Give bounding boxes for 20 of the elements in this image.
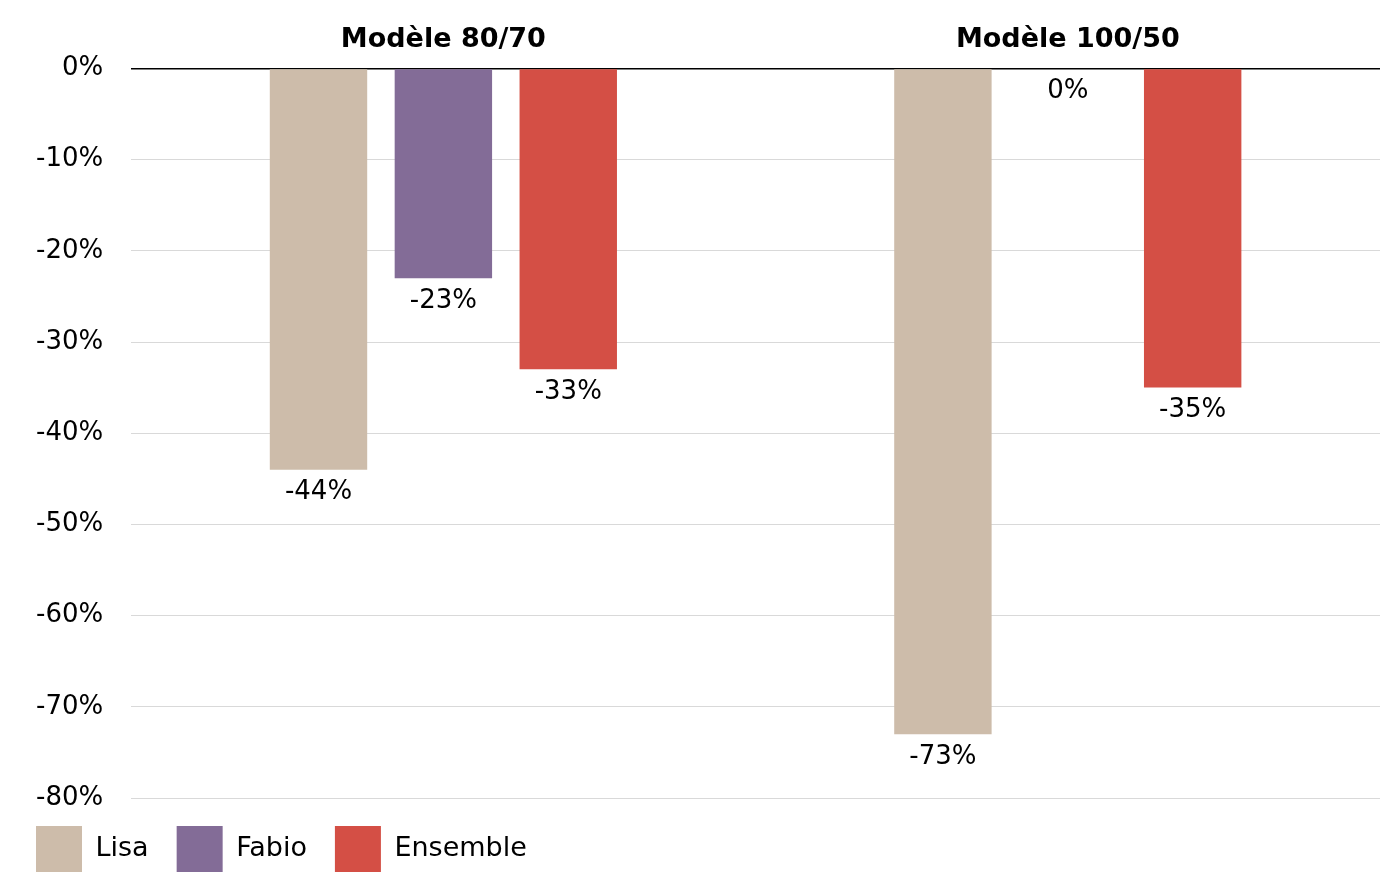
legend-label: Lisa	[95, 831, 149, 863]
x-tick-label: Modèle 100/50	[955, 22, 1180, 54]
y-tick-label: -40%	[36, 415, 104, 446]
data-label: -33%	[534, 375, 602, 406]
y-tick-label: -10%	[36, 142, 104, 173]
legend-label: Ensemble	[394, 831, 527, 863]
data-label: -73%	[909, 739, 977, 770]
data-label: 0%	[1047, 74, 1089, 105]
y-tick-label: -60%	[36, 598, 104, 629]
y-tick-label: -20%	[36, 233, 104, 264]
y-tick-label: -50%	[36, 507, 104, 538]
x-tick-label: Modèle 80/70	[340, 22, 546, 54]
y-tick-label: -70%	[36, 689, 104, 720]
y-tick-label: -30%	[36, 324, 104, 355]
data-label: -44%	[284, 475, 353, 506]
data-label: -23%	[409, 283, 477, 314]
y-tick-label: 0%	[61, 51, 104, 82]
data-label: -35%	[1159, 393, 1227, 424]
legend-label: Fabio	[236, 831, 307, 863]
y-tick-label: -80%	[36, 780, 104, 811]
